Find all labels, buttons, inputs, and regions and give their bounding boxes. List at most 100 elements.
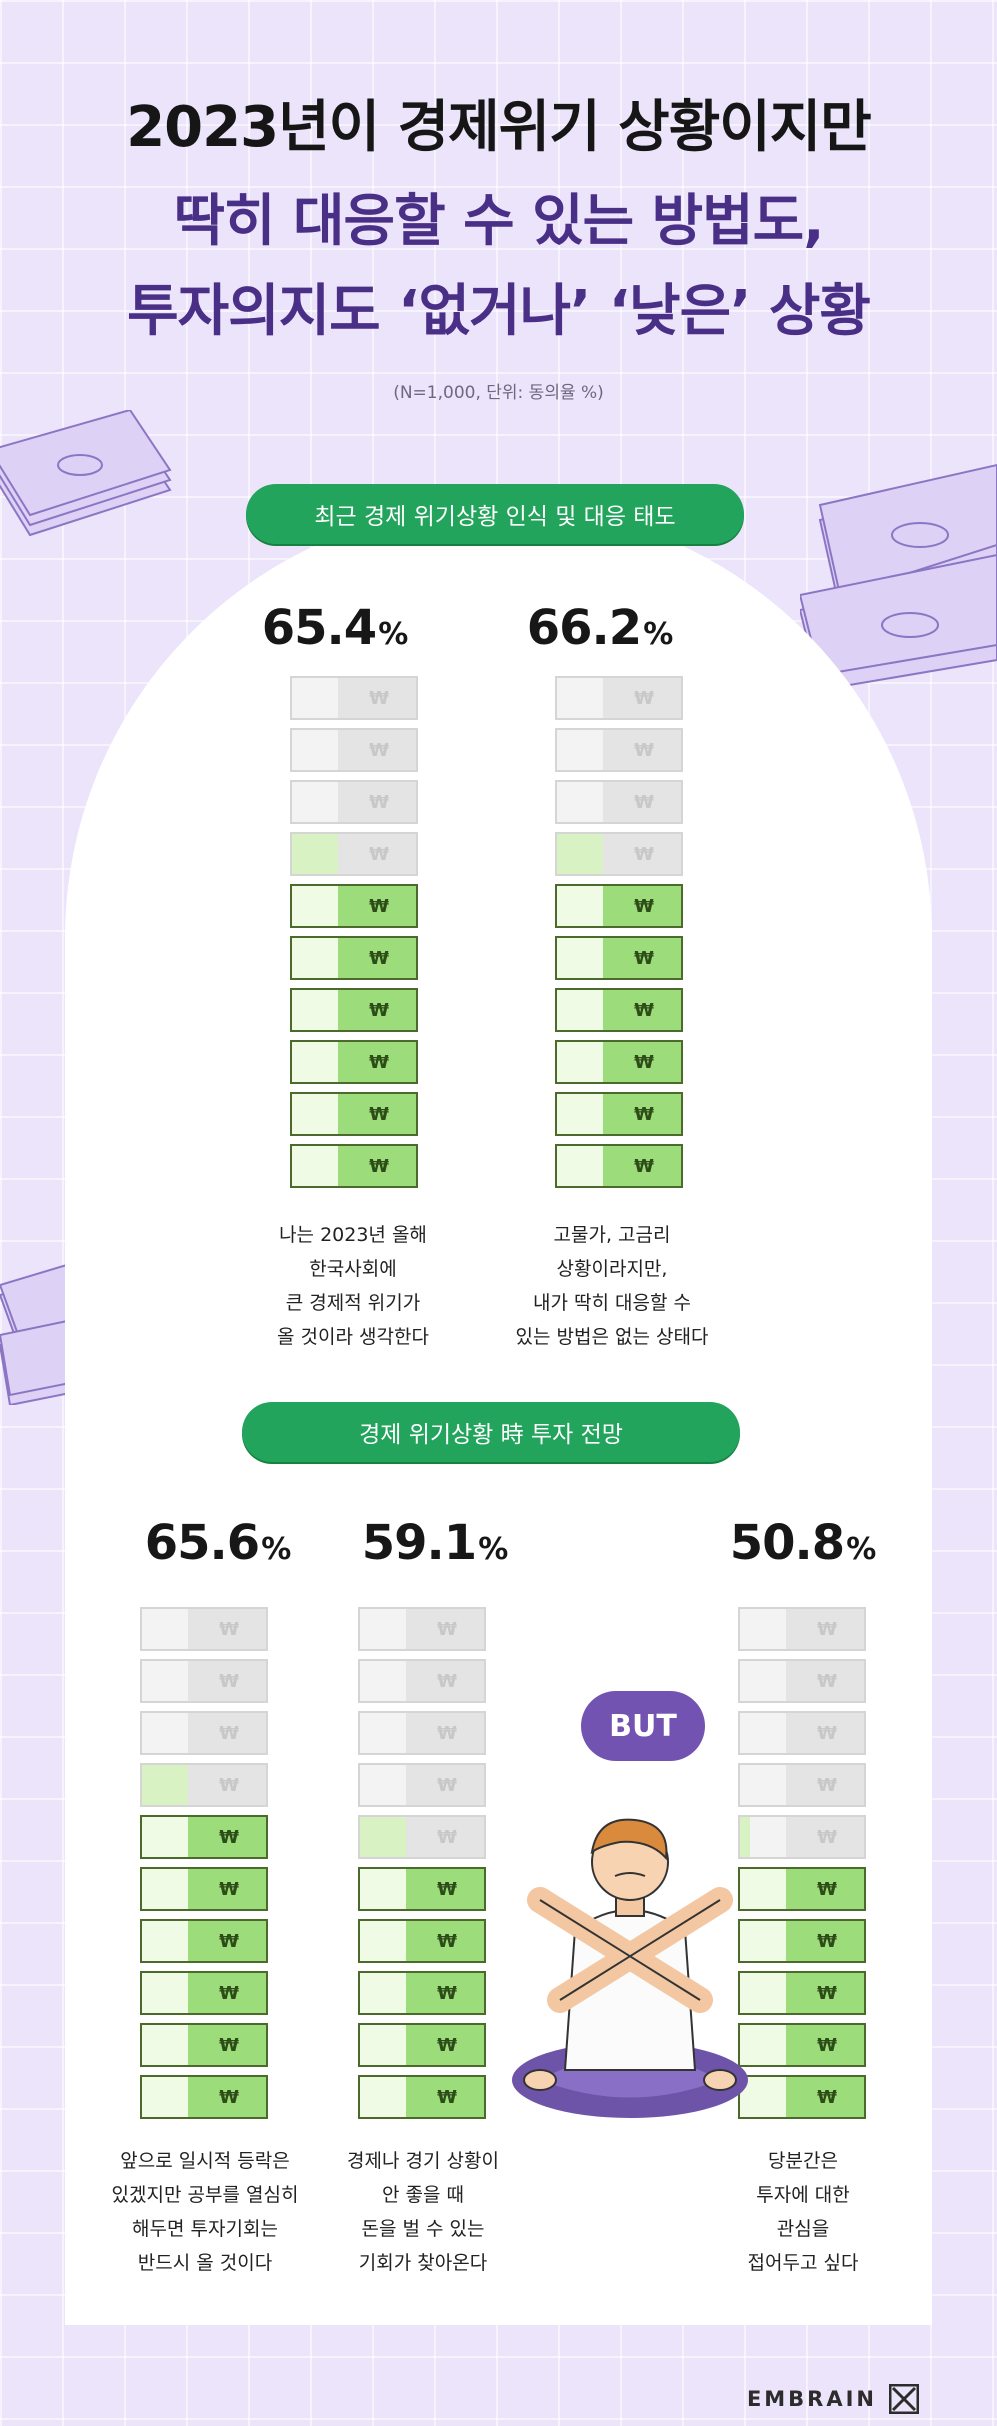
won-bill: ₩ — [290, 676, 418, 720]
won-bill: ₩ — [738, 1607, 866, 1651]
section-2-label: 경제 위기상황 時 투자 전망 — [242, 1402, 740, 1462]
won-bill: ₩ — [140, 1815, 268, 1859]
won-symbol: ₩ — [817, 1722, 837, 1744]
caption-3-line: 있겠지만 공부를 열심히 — [111, 2184, 299, 2206]
won-bill: ₩ — [140, 1607, 268, 1651]
won-symbol: ₩ — [634, 791, 654, 813]
won-bill: ₩ — [140, 1711, 268, 1755]
caption-3-line: 반드시 올 것이다 — [137, 2252, 273, 2274]
won-bill-band — [786, 2077, 864, 2117]
brand-logo: EMBRAIN — [747, 2384, 919, 2414]
won-bill-band — [338, 1146, 416, 1186]
headline-line-3: 투자의지도 ‘없거나’ ‘낮은’ 상황 — [127, 279, 871, 344]
won-symbol: ₩ — [634, 895, 654, 917]
won-bill-band — [406, 2077, 484, 2117]
won-symbol: ₩ — [634, 999, 654, 1021]
caption-2-line: 상황이라지만, — [556, 1258, 668, 1280]
won-bill-band — [188, 1609, 266, 1649]
won-bill: ₩ — [738, 2023, 866, 2067]
caption-1-line: 올 것이라 생각한다 — [277, 1326, 429, 1348]
won-symbol: ₩ — [437, 1878, 457, 1900]
won-bill-band — [406, 1609, 484, 1649]
won-symbol: ₩ — [817, 2034, 837, 2056]
won-bill-band — [188, 1661, 266, 1701]
headline-line-2: 딱히 대응할 수 있는 방법도, — [173, 189, 825, 254]
caption-3: 앞으로 일시적 등락은 있겠지만 공부를 열심히 해두면 투자기회는 반드시 올… — [80, 2144, 330, 2280]
won-bill-band — [786, 1817, 864, 1857]
won-bill-band — [188, 1817, 266, 1857]
bill-stack-1: ₩ ₩ ₩ ₩ ₩ ₩ ₩ ₩ ₩ ₩ — [290, 676, 420, 1196]
bill-stack-2: ₩ ₩ ₩ ₩ ₩ ₩ ₩ ₩ ₩ ₩ — [555, 676, 685, 1196]
won-bill-band — [603, 1094, 681, 1134]
won-bill: ₩ — [290, 884, 418, 928]
won-bill: ₩ — [555, 988, 683, 1032]
won-symbol: ₩ — [219, 1982, 239, 2004]
won-symbol: ₩ — [219, 1826, 239, 1848]
value-3-number: 65.6 — [144, 1515, 260, 1571]
won-bill-band — [786, 2025, 864, 2065]
won-bill-band — [786, 1765, 864, 1805]
caption-5-line: 관심을 — [776, 2218, 830, 2240]
won-symbol: ₩ — [219, 2034, 239, 2056]
won-bill: ₩ — [140, 2075, 268, 2119]
caption-4-line: 돈을 벌 수 있는 — [361, 2218, 485, 2240]
won-bill: ₩ — [290, 1040, 418, 1084]
won-bill: ₩ — [358, 1763, 486, 1807]
won-symbol: ₩ — [437, 1774, 457, 1796]
caption-1-line: 한국사회에 — [309, 1258, 397, 1280]
won-bill-band — [603, 1042, 681, 1082]
caption-4-line: 기회가 찾아온다 — [358, 2252, 488, 2274]
won-symbol: ₩ — [634, 739, 654, 761]
won-symbol: ₩ — [817, 1618, 837, 1640]
value-4-number: 59.1 — [361, 1515, 477, 1571]
won-bill-band — [603, 886, 681, 926]
won-bill-band — [338, 1094, 416, 1134]
but-badge: BUT — [581, 1691, 705, 1761]
value-2-number: 66.2 — [526, 600, 642, 656]
value-2: 66.2% — [480, 600, 720, 656]
won-bill: ₩ — [555, 936, 683, 980]
won-symbol: ₩ — [369, 739, 389, 761]
value-4-unit: % — [478, 1532, 509, 1567]
caption-4: 경제나 경기 상황이 안 좋을 때 돈을 벌 수 있는 기회가 찾아온다 — [298, 2144, 548, 2280]
won-symbol: ₩ — [369, 843, 389, 865]
won-bill: ₩ — [358, 1815, 486, 1859]
won-bill: ₩ — [290, 988, 418, 1032]
won-symbol: ₩ — [634, 947, 654, 969]
won-bill-band — [603, 834, 681, 874]
caption-2-line: 내가 딱히 대응할 수 — [533, 1292, 691, 1314]
won-symbol: ₩ — [219, 2086, 239, 2108]
won-bill-partial-fill — [740, 1817, 750, 1857]
won-bill: ₩ — [358, 1867, 486, 1911]
won-bill: ₩ — [358, 2023, 486, 2067]
value-5-number: 50.8 — [729, 1515, 845, 1571]
won-bill-band — [603, 782, 681, 822]
won-bill: ₩ — [290, 1092, 418, 1136]
won-bill-band — [188, 2077, 266, 2117]
won-bill: ₩ — [358, 1711, 486, 1755]
won-bill: ₩ — [555, 884, 683, 928]
brand-name: EMBRAIN — [746, 2387, 877, 2411]
won-symbol: ₩ — [634, 1155, 654, 1177]
won-bill: ₩ — [140, 1867, 268, 1911]
won-symbol: ₩ — [369, 947, 389, 969]
won-bill: ₩ — [290, 780, 418, 824]
won-bill-band — [406, 1765, 484, 1805]
won-bill-band — [406, 1661, 484, 1701]
won-symbol: ₩ — [369, 1155, 389, 1177]
won-bill-band — [188, 1765, 266, 1805]
won-symbol: ₩ — [437, 1722, 457, 1744]
won-bill-band — [406, 2025, 484, 2065]
won-symbol: ₩ — [369, 687, 389, 709]
won-symbol: ₩ — [437, 1826, 457, 1848]
won-symbol: ₩ — [634, 687, 654, 709]
caption-2-line: 고물가, 고금리 — [553, 1224, 671, 1246]
won-bill: ₩ — [290, 1144, 418, 1188]
headline-line-1: 2023년이 경제위기 상황이지만 — [126, 95, 872, 160]
won-bill: ₩ — [555, 1144, 683, 1188]
caption-5-line: 접어두고 싶다 — [747, 2252, 859, 2274]
won-symbol: ₩ — [437, 1982, 457, 2004]
won-symbol: ₩ — [817, 2086, 837, 2108]
won-symbol: ₩ — [817, 1774, 837, 1796]
caption-2: 고물가, 고금리 상황이라지만, 내가 딱히 대응할 수 있는 방법은 없는 상… — [487, 1218, 737, 1354]
